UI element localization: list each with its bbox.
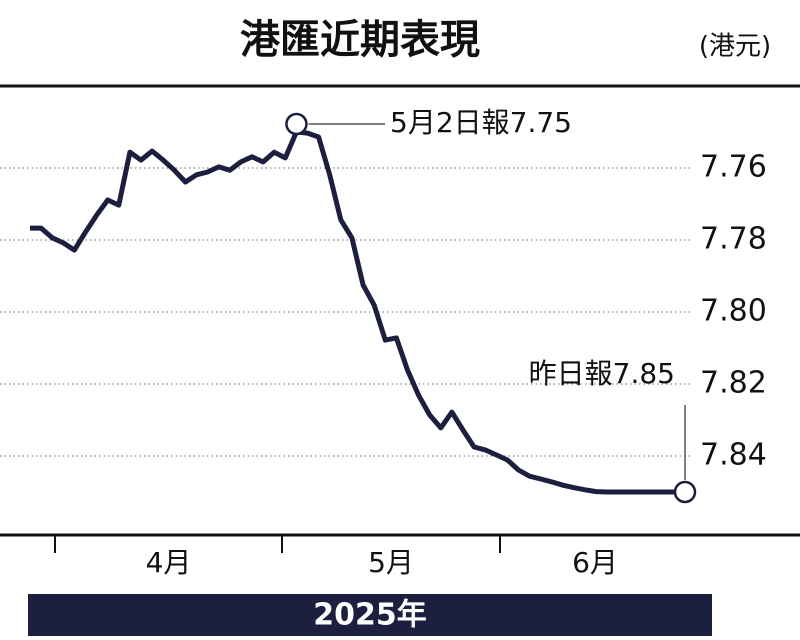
y-tick-label: 7.80	[700, 294, 767, 329]
price-line	[30, 129, 685, 495]
y-tick-label: 7.84	[700, 438, 767, 473]
annotation-marker	[673, 480, 697, 504]
x-tick-label: 4月	[146, 546, 192, 579]
y-tick-label: 7.78	[700, 222, 767, 257]
x-tick-label: 6月	[572, 546, 618, 579]
x-tick-label: 5月	[368, 546, 414, 579]
year-label: 2025年	[313, 598, 427, 633]
chart-title: 港匯近期表現	[240, 17, 480, 63]
unit-label: (港元)	[699, 32, 771, 62]
year-bar	[28, 594, 712, 636]
annotation-label: 5月2日報7.75	[390, 106, 572, 139]
y-tick-label: 7.76	[700, 150, 767, 185]
annotation-marker	[285, 112, 308, 136]
y-tick-label: 7.82	[700, 366, 767, 401]
annotation-label: 昨日報7.85	[529, 357, 675, 390]
